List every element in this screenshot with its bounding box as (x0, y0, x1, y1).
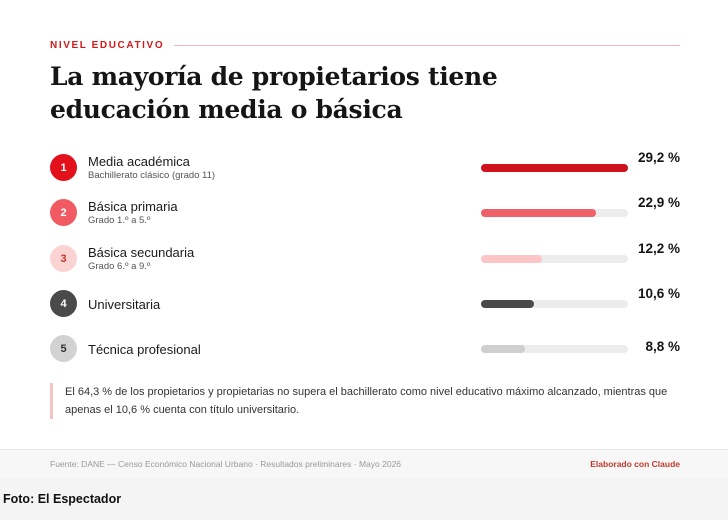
bar-row: 2 Básica primaria Grado 1.º a 5.º 22,9 % (50, 192, 682, 236)
infographic-card: NIVEL EDUCATIVO La mayoría de propietari… (0, 0, 728, 478)
note-callout: El 64,3 % de los propietarios y propieta… (50, 383, 682, 419)
bar-row: 3 Básica secundaria Grado 6.º a 9.º 12,2 % (50, 238, 682, 282)
rank-badge: 4 (50, 290, 77, 317)
rank-badge: 1 (50, 154, 77, 181)
rank-badge: 2 (50, 199, 77, 226)
value-label: 29,2 % (637, 150, 680, 165)
bar (481, 300, 534, 308)
category-label: Universitaria (88, 297, 161, 312)
kicker-divider (174, 44, 680, 46)
bar (481, 209, 596, 217)
kicker-row: NIVEL EDUCATIVO (50, 39, 680, 51)
bar-track (481, 164, 628, 172)
rank-badge: 3 (50, 245, 77, 272)
footer: Fuente: DANE — Censo Económico Nacional … (0, 449, 728, 478)
category-sublabel: Grado 1.º a 5.º (88, 215, 151, 226)
category-label: Media académica (88, 154, 190, 169)
category-sublabel: Bachillerato clásico (grado 11) (88, 170, 216, 181)
rank-badge: 5 (50, 335, 77, 362)
bar-track (481, 255, 628, 263)
kicker: NIVEL EDUCATIVO (50, 39, 165, 51)
bar-row: 5 Técnica profesional 8,8 % (50, 328, 682, 372)
bar (481, 255, 542, 263)
bar (481, 164, 628, 172)
photo-credit: Foto: El Espectador (3, 492, 122, 506)
value-label: 22,9 % (637, 195, 680, 210)
credit-text: Elaborado con Claude (590, 459, 680, 469)
category-label: Básica primaria (88, 199, 178, 214)
bar-track (481, 209, 628, 217)
value-label: 10,6 % (637, 286, 680, 301)
bar-track (481, 300, 628, 308)
bar (481, 345, 525, 353)
source-text: Fuente: DANE — Censo Económico Nacional … (50, 459, 402, 469)
bar-row: 1 Media académica Bachillerato clásico (gr… (50, 147, 682, 191)
value-label: 12,2 % (637, 241, 680, 256)
value-label: 8,8 % (645, 339, 680, 354)
bar-row: 4 Universitaria 10,6 % (50, 283, 682, 327)
chart-title: La mayoría de propietarios tiene educaci… (50, 62, 498, 124)
category-label: Técnica profesional (88, 342, 201, 357)
category-label: Básica secundaria (88, 245, 195, 260)
category-sublabel: Grado 6.º a 9.º (88, 261, 151, 272)
bar-track (481, 345, 628, 353)
